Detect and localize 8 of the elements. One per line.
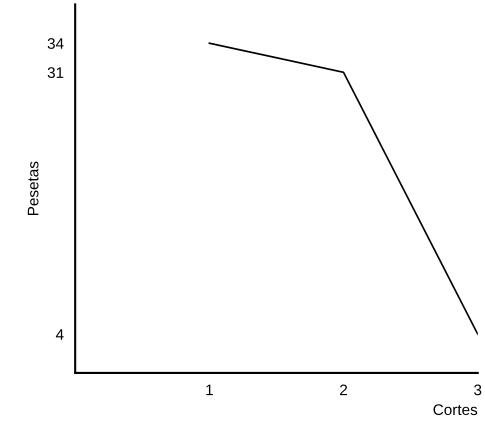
y-tick-label: 34 bbox=[48, 38, 64, 49]
x-tick-label: 3 bbox=[474, 384, 482, 396]
x-tick-label: 1 bbox=[206, 384, 213, 396]
y-tick-label: 31 bbox=[48, 67, 64, 78]
x-tick-label: 2 bbox=[340, 384, 348, 396]
y-axis-title: Pesetas bbox=[28, 162, 38, 216]
x-axis-title: Cortes bbox=[434, 404, 478, 416]
y-tick-label: 4 bbox=[56, 329, 64, 340]
